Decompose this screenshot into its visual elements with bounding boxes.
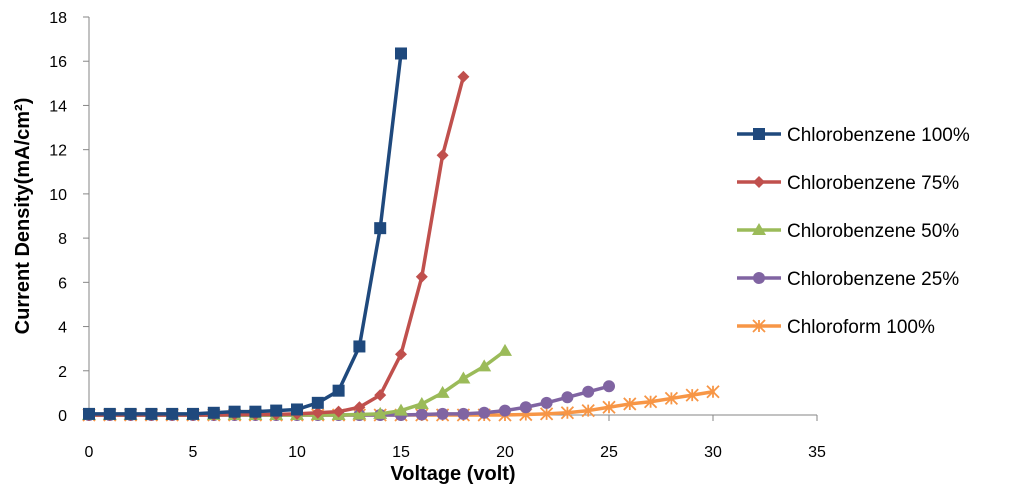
data-point bbox=[374, 222, 387, 235]
data-point bbox=[457, 407, 470, 420]
axes bbox=[88, 17, 817, 416]
data-point bbox=[478, 406, 491, 419]
data-point bbox=[435, 385, 450, 398]
series-group bbox=[82, 47, 720, 422]
data-point bbox=[457, 70, 470, 83]
legend-item: Chloroform 100% bbox=[737, 317, 935, 338]
legend-marker bbox=[753, 176, 765, 188]
data-point bbox=[540, 396, 553, 409]
series-line bbox=[87, 51, 403, 416]
y-tick-label: 10 bbox=[49, 187, 67, 204]
legend-item: Chlorobenzene 100% bbox=[737, 125, 970, 146]
x-tick-label: 25 bbox=[600, 444, 618, 461]
legend-label: Chlorobenzene 100% bbox=[787, 125, 970, 146]
data-point bbox=[249, 405, 262, 418]
legend-item: Chlorobenzene 75% bbox=[737, 173, 959, 194]
data-point bbox=[311, 406, 324, 419]
data-point bbox=[332, 384, 345, 397]
legend-item: Chlorobenzene 25% bbox=[737, 269, 959, 290]
data-point bbox=[685, 388, 699, 402]
legend-marker bbox=[753, 272, 765, 284]
data-point bbox=[353, 401, 366, 414]
x-tick-label: 20 bbox=[496, 444, 514, 461]
y-axis-title: Current Density(mA/cm²) bbox=[12, 98, 34, 335]
data-point bbox=[415, 408, 428, 421]
x-tick-label: 0 bbox=[85, 444, 94, 461]
series-1 bbox=[83, 47, 407, 420]
series-2 bbox=[83, 70, 470, 421]
data-point bbox=[602, 400, 616, 414]
data-point bbox=[311, 396, 324, 409]
legend-label: Chloroform 100% bbox=[787, 317, 935, 338]
data-point bbox=[664, 391, 679, 406]
data-point bbox=[519, 401, 532, 414]
y-tick-label: 18 bbox=[49, 10, 67, 27]
y-tick-label: 14 bbox=[49, 98, 67, 115]
x-tick-label: 10 bbox=[288, 444, 306, 461]
y-tick-label: 0 bbox=[58, 408, 67, 425]
data-point bbox=[207, 406, 220, 419]
y-tick-label: 4 bbox=[58, 320, 67, 337]
data-point bbox=[103, 407, 116, 420]
data-point bbox=[456, 371, 471, 384]
y-tick-label: 8 bbox=[58, 231, 67, 248]
data-point bbox=[374, 389, 387, 402]
data-point bbox=[499, 404, 511, 417]
data-point bbox=[414, 396, 429, 409]
data-point bbox=[623, 397, 637, 411]
data-point bbox=[560, 406, 575, 420]
legend-label: Chlorobenzene 50% bbox=[787, 221, 959, 242]
x-tick-label: 15 bbox=[392, 444, 410, 461]
legend-marker bbox=[753, 128, 765, 140]
data-point bbox=[539, 407, 554, 421]
data-point bbox=[436, 407, 449, 420]
data-point bbox=[187, 407, 199, 420]
data-point bbox=[603, 380, 615, 393]
data-point bbox=[166, 407, 179, 420]
series-line bbox=[87, 74, 466, 417]
data-point bbox=[706, 385, 720, 399]
data-point bbox=[415, 270, 428, 283]
legend-label: Chlorobenzene 75% bbox=[787, 173, 959, 194]
data-point bbox=[395, 47, 407, 60]
data-point bbox=[270, 404, 283, 417]
data-point bbox=[83, 407, 95, 420]
legend-label: Chlorobenzene 25% bbox=[787, 269, 959, 290]
legend: Chlorobenzene 100% Chlorobenzene 75% Chlor… bbox=[737, 125, 970, 338]
x-tick-label: 35 bbox=[808, 444, 826, 461]
x-tick-label: 30 bbox=[704, 444, 722, 461]
y-tick-label: 6 bbox=[58, 275, 67, 292]
data-point bbox=[498, 343, 512, 356]
data-point bbox=[145, 407, 158, 420]
data-point bbox=[395, 348, 407, 361]
data-point bbox=[561, 391, 574, 404]
x-ticks: 0 5 10 15 20 25 30 35 bbox=[85, 415, 826, 461]
x-tick-label: 5 bbox=[189, 444, 198, 461]
data-point bbox=[394, 403, 408, 416]
data-point bbox=[332, 405, 345, 418]
data-point bbox=[291, 403, 303, 416]
data-point bbox=[582, 385, 595, 398]
data-point bbox=[124, 407, 137, 420]
y-tick-label: 2 bbox=[58, 364, 67, 381]
x-axis-title: Voltage (volt) bbox=[390, 463, 515, 485]
legend-marker bbox=[752, 223, 766, 235]
data-point bbox=[643, 395, 658, 409]
y-ticks: 0 2 4 6 8 10 12 14 16 18 bbox=[49, 10, 89, 425]
y-tick-label: 12 bbox=[49, 143, 67, 160]
data-point bbox=[228, 405, 241, 418]
y-tick-label: 16 bbox=[49, 54, 67, 71]
data-point bbox=[353, 340, 366, 353]
data-point bbox=[436, 149, 449, 162]
data-point bbox=[352, 407, 367, 420]
data-point bbox=[373, 406, 388, 419]
legend-item: Chlorobenzene 50% bbox=[737, 221, 959, 242]
data-point bbox=[581, 403, 595, 418]
data-point bbox=[477, 359, 492, 372]
legend-marker bbox=[752, 319, 766, 333]
